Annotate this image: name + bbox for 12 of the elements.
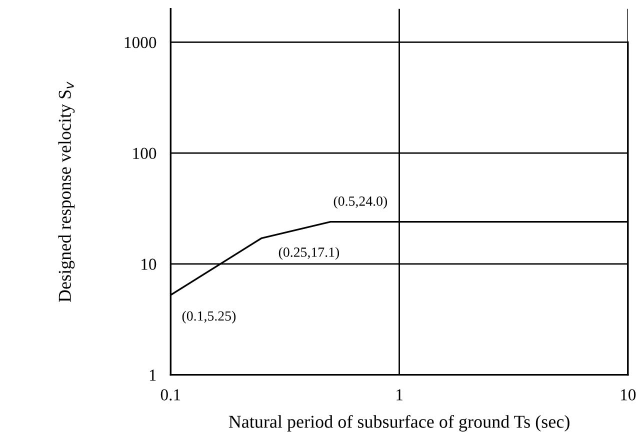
x-tick-label: 10 bbox=[621, 389, 636, 400]
x-tick-label: 1 bbox=[396, 389, 402, 400]
annotation: (0.5,24.0) bbox=[334, 196, 388, 209]
y-tick-label: 10 bbox=[142, 258, 156, 270]
annotation: (0.25,17.1) bbox=[278, 247, 340, 260]
annotation: (0.1,5.25) bbox=[182, 310, 236, 324]
y-tick-label: 1 bbox=[150, 370, 156, 381]
y-tick-label: 100 bbox=[133, 148, 156, 160]
y-axis-title: Designed response velocity S$_{v}$ bbox=[58, 82, 75, 302]
x-tick-label: 0.1 bbox=[160, 389, 180, 401]
y-tick-label: 1000 bbox=[124, 36, 156, 48]
x-axis-title: Natural period of subsurface of ground Ts (sec) bbox=[228, 414, 570, 432]
